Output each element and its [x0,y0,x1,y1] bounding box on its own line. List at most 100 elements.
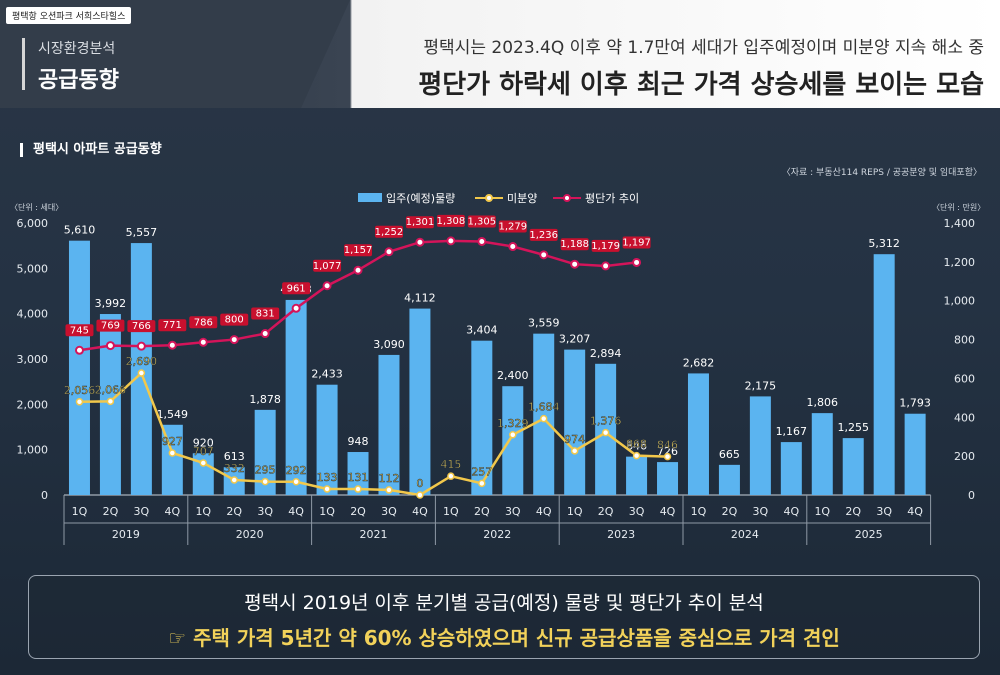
supply-bar [811,413,833,495]
right-tick-label: 1,200 [944,256,976,269]
unsold-point [663,452,672,461]
supply-bar [285,299,307,495]
unsold-label: 133 [317,471,338,484]
price-label-bg [158,319,187,332]
supply-bar [192,453,214,495]
price-label-bg [560,238,589,251]
price-point [384,247,394,257]
price-point [322,281,332,291]
quarter-label: 3Q [629,505,645,518]
price-label: 831 [256,309,275,320]
quarter-label: 1Q [567,505,583,518]
unsold-label: 2,056 [64,384,96,397]
price-point [74,345,84,355]
legend-label-unsold: 미분양 [507,192,537,205]
supply-bar [378,354,400,495]
unsold-label: 927 [162,435,183,448]
headline-line1: 평택시는 2023.4Q 이후 약 1.7만여 세대가 입주예정이며 미분양 지… [423,38,984,58]
quarter-label: 4Q [288,505,304,518]
unsold-point [106,397,115,406]
quarter-label: 4Q [164,505,180,518]
supply-bar-label: 846 [626,440,647,453]
quarter-label: 2Q [722,505,738,518]
supply-bar [718,464,740,495]
supply-bar [471,340,493,495]
unsold-label: 131 [348,471,369,484]
price-point [291,303,301,313]
legend-unsold-marker [485,194,493,202]
price-label: 771 [163,320,182,331]
legend-label-supply: 입주(예정)물량 [386,192,455,205]
price-point [570,259,580,269]
quarter-label: 2Q [103,505,119,518]
legend-bar-swatch [358,193,382,202]
supply-bar-label: 1,167 [776,425,808,438]
supply-bar [409,308,431,495]
supply-bar [873,254,895,495]
category-title: 공급동향 [38,68,119,93]
supply-bar [533,333,555,495]
price-label-bg [220,313,249,326]
supply-bar-label: 665 [719,448,740,461]
unsold-label: 868 [626,438,647,451]
unsold-point [509,431,517,439]
right-tick-label: 800 [954,334,975,347]
quarter-label: 4Q [783,505,799,518]
unsold-label: 1,684 [528,401,560,414]
quarter-label: 4Q [412,505,428,518]
unsold-point [323,485,331,493]
unsold-label: 295 [255,464,276,477]
price-label-bg [313,259,342,272]
supply-bar [657,462,679,495]
supply-bar [130,243,152,495]
right-tick-label: 1,400 [944,217,976,230]
right-tick-label: 400 [954,411,975,424]
price-point [260,329,270,339]
price-label-bg [65,324,94,337]
supply-bar-label: 4,112 [404,292,436,305]
supply-bar-label: 1,255 [837,421,869,434]
price-label: 1,279 [498,222,527,233]
supply-bar [749,396,771,495]
price-label-bg [189,316,218,329]
year-label: 2024 [731,528,759,541]
price-label: 800 [225,315,244,326]
price-label-bg [529,228,558,241]
right-tick-label: 1,000 [944,295,976,308]
unsold-point [75,398,84,406]
left-tick-label: 6,000 [17,217,49,230]
right-tick-label: 200 [954,450,975,463]
supply-bar-label: 1,878 [249,393,281,406]
quarter-label: 2Q [226,505,242,518]
supply-bar-label: 613 [224,450,245,463]
supply-bar-label: 2,400 [497,369,529,382]
price-point [601,261,611,271]
year-label: 2022 [483,528,511,541]
unsold-point [416,491,424,499]
price-label-bg [467,215,496,228]
supply-bar [316,384,338,495]
price-label-bg [127,320,156,333]
unsold-label: 112 [378,472,399,485]
price-point [446,236,456,246]
year-label: 2020 [236,528,264,541]
supply-bar [502,386,524,495]
supply-bar [564,349,586,495]
supply-bar-label: 3,207 [559,333,591,346]
brand-badge: 평택항 오션파크 서희스타힐스 [6,7,132,24]
price-label-bg [405,216,434,229]
price-point [508,242,518,252]
unsold-point [354,485,362,493]
supply-bar-label: 3,404 [466,324,498,337]
price-label: 1,305 [468,216,497,227]
price-label-bg [344,244,373,257]
price-label: 1,308 [437,216,466,227]
unsold-label: 1,329 [497,417,529,430]
price-point [353,265,363,275]
unsold-point [570,447,579,455]
price-label: 1,252 [375,227,404,238]
supply-bar-label: 920 [193,436,214,449]
quarter-label: 1Q [72,505,88,518]
legend-price-marker [563,194,571,202]
supply-bar-label: 3,992 [95,297,127,310]
